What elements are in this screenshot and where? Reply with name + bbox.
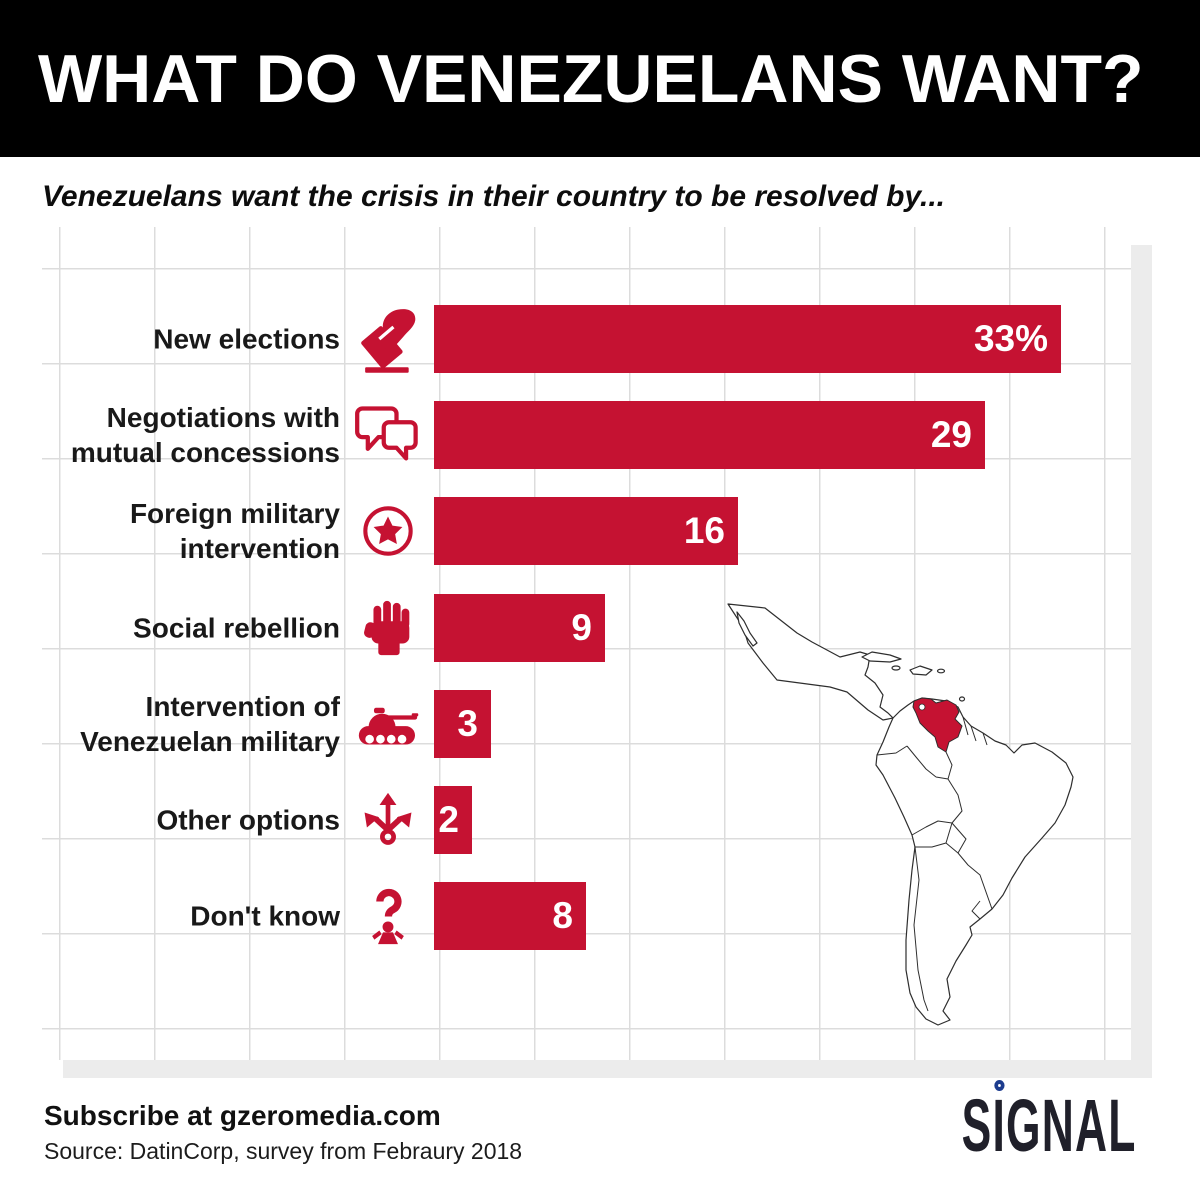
map-baja bbox=[736, 611, 758, 647]
bar-value-label: 2 bbox=[438, 799, 459, 840]
logo-letter-i: I bbox=[993, 1080, 1007, 1162]
bar-value-label: 3 bbox=[457, 703, 478, 744]
bar-row: Other options 2 bbox=[42, 786, 1131, 854]
bar: 33% bbox=[434, 305, 1061, 373]
map-venezuela-highlight bbox=[912, 697, 963, 753]
category-label: New elections bbox=[153, 323, 340, 355]
bar: 16 bbox=[434, 497, 738, 565]
split-arrows-icon bbox=[344, 781, 432, 859]
chart-subtitle: Venezuelans want the crisis in their cou… bbox=[42, 180, 946, 213]
map-mexico-central-america bbox=[727, 603, 894, 721]
bar: 3 bbox=[434, 690, 491, 758]
bar: 2 bbox=[434, 786, 472, 854]
logo-letter: A bbox=[1075, 1084, 1109, 1167]
bar-value-label: 8 bbox=[552, 895, 573, 936]
map-south-america bbox=[875, 697, 1074, 1026]
map-trinidad bbox=[958, 696, 966, 702]
bar: 29 bbox=[434, 401, 985, 469]
bar-value-label: 16 bbox=[683, 510, 725, 551]
question-person-icon bbox=[344, 877, 432, 955]
tank-icon bbox=[344, 685, 432, 763]
page-title: WHAT DO VENEZUELANS WANT? bbox=[38, 40, 1144, 117]
bar-row: Don't know 8 bbox=[42, 882, 1131, 950]
bar-row: Intervention of Venezuelan military 3 bbox=[42, 690, 1131, 758]
bar-chart-panel: New elections 33% Negotiations with mutual… bbox=[42, 227, 1131, 1060]
raised-fist-icon bbox=[344, 589, 432, 667]
map-puerto-rico bbox=[936, 668, 946, 674]
map-cuba bbox=[861, 651, 902, 663]
bar-row: New elections 33% bbox=[42, 305, 1131, 373]
star-badge-icon bbox=[344, 492, 432, 570]
map-lake-maracaibo bbox=[918, 703, 926, 711]
category-label: Intervention of Venezuelan military bbox=[80, 691, 340, 757]
latin-america-map bbox=[700, 595, 1090, 1035]
category-label: Social rebellion bbox=[133, 612, 340, 644]
logo-letter: G bbox=[1006, 1084, 1043, 1167]
map-jamaica bbox=[891, 665, 901, 671]
logo-ring-dot-icon bbox=[994, 1080, 1005, 1091]
bar-row: Social rebellion 9 bbox=[42, 594, 1131, 662]
bar-value-label: 9 bbox=[571, 607, 592, 648]
subscribe-text: Subscribe at gzeromedia.com bbox=[44, 1100, 441, 1131]
logo-letter: S bbox=[962, 1084, 993, 1167]
bar-value-label: 29 bbox=[930, 414, 972, 455]
speech-bubbles-icon bbox=[344, 396, 432, 474]
map-hispaniola bbox=[909, 665, 933, 676]
bar-value-label: 33% bbox=[973, 318, 1048, 359]
bar-row: Negotiations with mutual concessions 29 bbox=[42, 401, 1131, 469]
category-label: Foreign military intervention bbox=[129, 498, 340, 564]
logo-letter: N bbox=[1042, 1084, 1076, 1167]
category-label: Other options bbox=[156, 804, 340, 836]
source-text: Source: DatinCorp, survey from Febraury … bbox=[44, 1138, 523, 1164]
title-banner: WHAT DO VENEZUELANS WANT? bbox=[0, 0, 1200, 157]
bar-row: Foreign military intervention 16 bbox=[42, 497, 1131, 565]
bar: 9 bbox=[434, 594, 605, 662]
logo-letter: L bbox=[1108, 1084, 1137, 1167]
bar: 8 bbox=[434, 882, 586, 950]
category-label: Negotiations with mutual concessions bbox=[70, 402, 340, 468]
ballot-hand-icon bbox=[344, 300, 432, 378]
category-label: Don't know bbox=[190, 900, 340, 932]
